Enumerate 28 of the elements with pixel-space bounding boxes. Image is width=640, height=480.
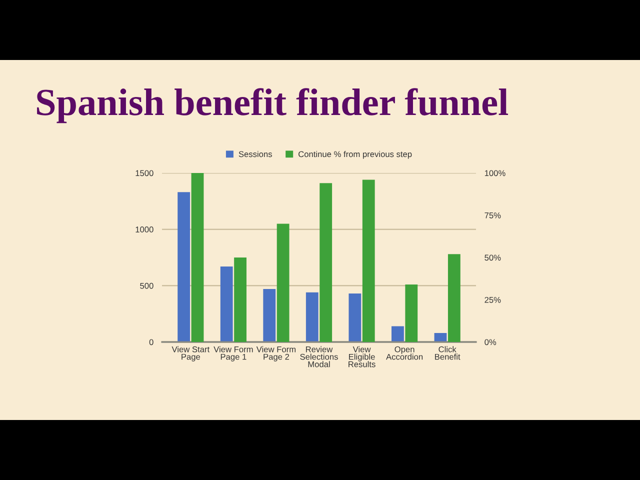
x-tick-label: View Start Page <box>172 346 210 362</box>
bar <box>362 180 375 342</box>
y2-tick-label: 25% <box>484 296 501 303</box>
x-tick-label: Review Selections Modal <box>300 346 338 368</box>
chart-title: Spanish benefit finder funnel <box>37 88 508 124</box>
y2-tick-label: 75% <box>484 212 501 218</box>
x-tick-label: View Form Page 2 <box>256 346 296 362</box>
y2-tick-label: 100% <box>484 170 506 176</box>
y-tick-label: 1000 <box>136 226 154 232</box>
bar <box>392 326 404 342</box>
bar <box>320 183 332 342</box>
bar <box>348 294 362 342</box>
x-tick-label: View Form Page 1 <box>214 346 253 362</box>
legend-label: Continue % from previous step <box>298 150 412 159</box>
y-tick-label: 500 <box>140 282 154 289</box>
y-tick-label: 1500 <box>136 170 154 176</box>
legend-label: Sessions <box>238 150 272 158</box>
bar <box>448 254 460 342</box>
bar <box>276 224 290 342</box>
y2-tick-label: 50% <box>484 254 501 261</box>
y-tick-label: 0 <box>149 339 154 346</box>
y2-tick-label: 0% <box>484 339 496 346</box>
bar <box>306 292 318 342</box>
x-tick-label: Click Benefit <box>435 346 460 360</box>
bar <box>405 284 418 342</box>
bar <box>434 332 447 342</box>
x-tick-label: View Eligible Results <box>348 346 376 368</box>
x-tick-label: Open Accordion <box>386 346 423 360</box>
